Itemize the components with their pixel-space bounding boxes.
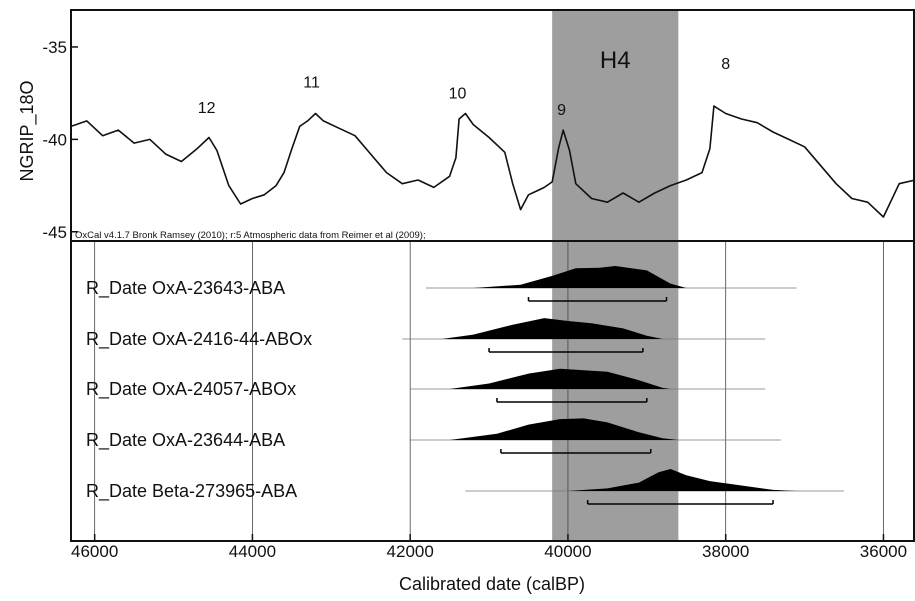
date-label: R_Date OxA-2416-44-ABOx <box>86 329 312 350</box>
ngrip-isotope-panel: H4 12 11 10 9 8 -35 -40 -45 <box>42 9 915 541</box>
event-label: 11 <box>303 74 320 91</box>
date-label: R_Date OxA-24057-ABOx <box>86 379 296 400</box>
x-tick-label: 44000 <box>229 542 276 561</box>
date-label: R_Date OxA-23644-ABA <box>86 430 285 451</box>
event-label: 12 <box>198 100 216 117</box>
oxcal-credit: OxCal v4.1.7 Bronk Ramsey (2010); r:5 At… <box>75 230 426 241</box>
x-axis-label: Calibrated date (calBP) <box>399 574 585 594</box>
radiocarbon-dates-panel: R_Date OxA-23643-ABA R_Date OxA-2416-44-A… <box>70 240 915 561</box>
y-tick-label: -45 <box>42 223 67 242</box>
x-tick-label: 40000 <box>544 542 591 561</box>
probability-distribution <box>449 418 679 440</box>
date-label: R_Date Beta-273965-ABA <box>86 481 297 502</box>
x-tick-label: 42000 <box>387 542 434 561</box>
date-label: R_Date OxA-23643-ABA <box>86 278 285 299</box>
y-axis-label: NGRIP_18O <box>17 80 38 181</box>
probability-distribution <box>441 318 663 339</box>
event-label: 8 <box>721 56 730 73</box>
bottom-panel-frame <box>70 240 915 542</box>
band-label: H4 <box>600 47 631 74</box>
probability-distribution <box>567 469 797 491</box>
x-tick-label: 38000 <box>702 542 749 561</box>
probability-distribution <box>449 368 671 389</box>
y-tick-label: -40 <box>42 130 67 149</box>
probability-distribution <box>473 266 687 288</box>
event-label: 9 <box>557 102 566 119</box>
y-tick-label: -35 <box>42 38 67 57</box>
ngrip-line <box>70 105 915 218</box>
x-tick-label: 46000 <box>71 542 118 561</box>
top-panel-frame <box>70 9 915 242</box>
event-label: 10 <box>449 85 467 102</box>
x-tick-label: 36000 <box>860 542 907 561</box>
